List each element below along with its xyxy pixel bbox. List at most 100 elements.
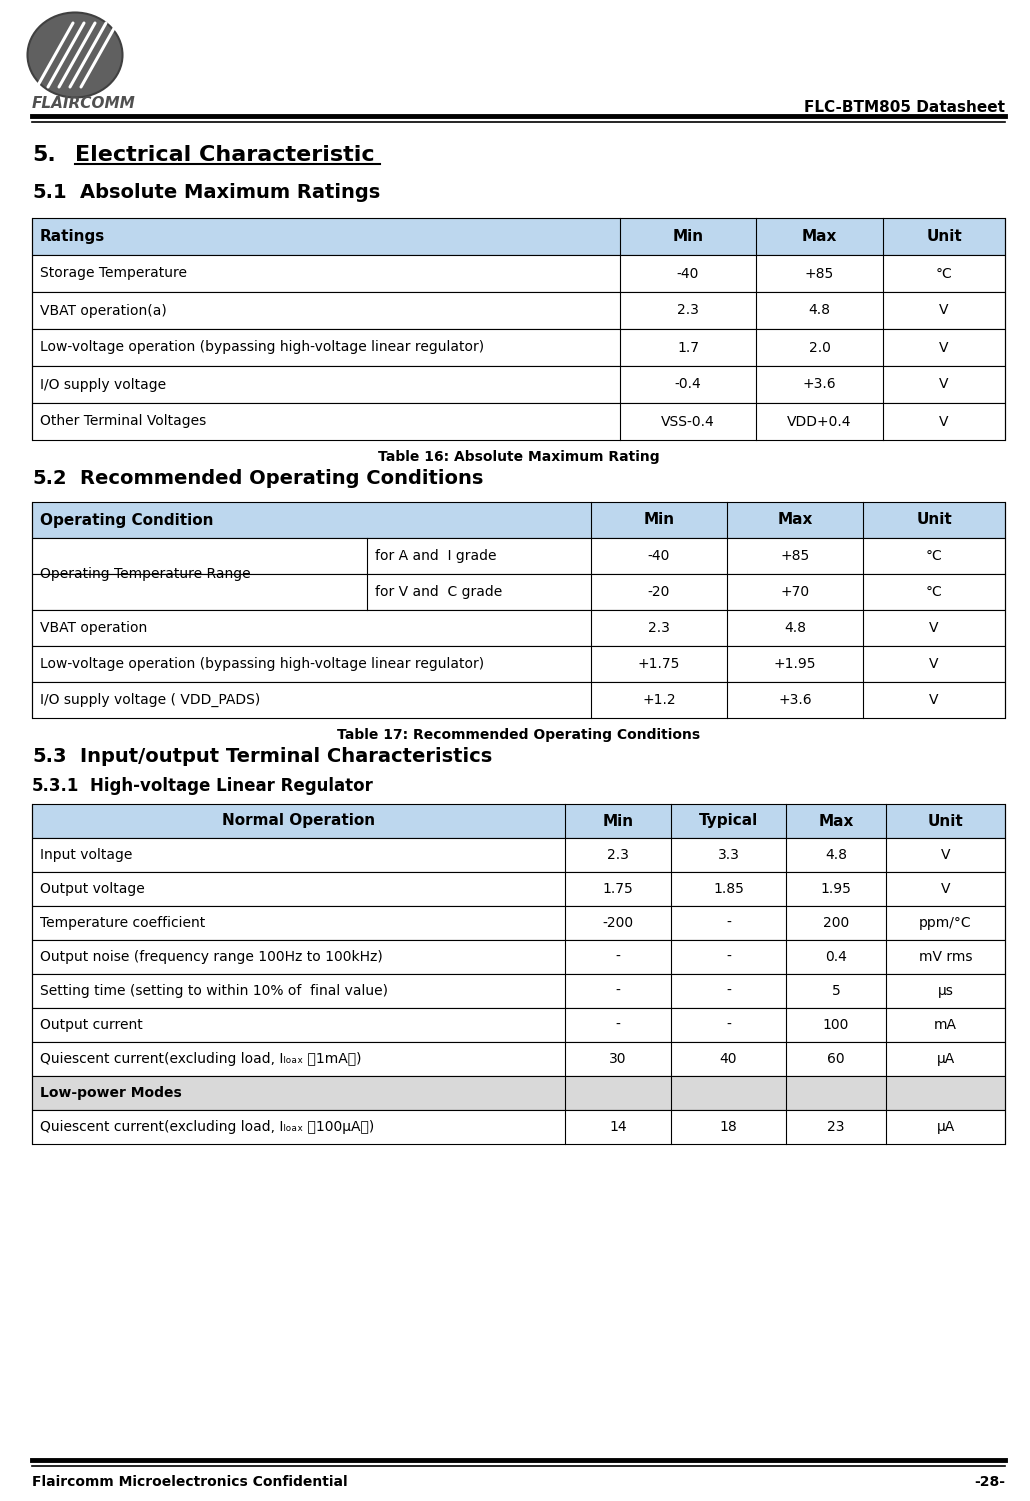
Text: Min: Min <box>673 230 703 245</box>
Text: Output voltage: Output voltage <box>40 883 145 896</box>
Bar <box>32 573 1005 609</box>
Bar <box>32 293 1005 329</box>
Bar <box>32 1042 1005 1076</box>
Bar <box>32 329 1005 366</box>
Bar <box>32 872 1005 907</box>
Text: Output noise (frequency range 100Hz to 100kHz): Output noise (frequency range 100Hz to 1… <box>40 950 383 964</box>
Text: V: V <box>939 377 949 392</box>
Text: -: - <box>616 985 620 998</box>
Text: V: V <box>939 341 949 354</box>
Bar <box>32 218 1005 255</box>
Text: -200: -200 <box>603 916 633 931</box>
Text: 100: 100 <box>823 1018 849 1033</box>
Text: Storage Temperature: Storage Temperature <box>40 267 187 281</box>
Text: 4.8: 4.8 <box>825 848 847 862</box>
Text: Electrical Characteristic: Electrical Characteristic <box>75 146 375 165</box>
Bar <box>32 805 1005 838</box>
Text: Table 16: Absolute Maximum Rating: Table 16: Absolute Maximum Rating <box>378 450 659 464</box>
Text: +85: +85 <box>804 267 834 281</box>
Text: Temperature coefficient: Temperature coefficient <box>40 916 205 931</box>
Text: 1.7: 1.7 <box>677 341 699 354</box>
Text: °C: °C <box>935 267 953 281</box>
Text: Operating Temperature Range: Operating Temperature Range <box>40 567 250 581</box>
Text: Max: Max <box>778 512 813 527</box>
Text: 4.8: 4.8 <box>809 303 830 318</box>
Text: Unit: Unit <box>916 512 952 527</box>
Text: 2.3: 2.3 <box>648 621 670 635</box>
Ellipse shape <box>28 12 123 98</box>
Text: I/O supply voltage ( VDD_PADS): I/O supply voltage ( VDD_PADS) <box>40 693 261 707</box>
Text: °C: °C <box>926 549 942 563</box>
Text: +1.95: +1.95 <box>774 657 816 671</box>
Text: 1.85: 1.85 <box>713 883 744 896</box>
Text: Typical: Typical <box>699 814 758 829</box>
Text: Quiescent current(excluding load, Iₗₒₐₓ ＜100μA　): Quiescent current(excluding load, Iₗₒₐₓ … <box>40 1120 374 1133</box>
Text: V: V <box>940 848 951 862</box>
Text: Low-voltage operation (bypassing high-voltage linear regulator): Low-voltage operation (bypassing high-vo… <box>40 657 484 671</box>
Text: 3.3: 3.3 <box>718 848 740 862</box>
Text: FLC-BTM805 Datasheet: FLC-BTM805 Datasheet <box>804 101 1005 116</box>
Text: Low-voltage operation (bypassing high-voltage linear regulator): Low-voltage operation (bypassing high-vo… <box>40 341 484 354</box>
Text: μA: μA <box>936 1120 955 1133</box>
Bar <box>32 366 1005 402</box>
Text: Unit: Unit <box>928 814 963 829</box>
Text: Min: Min <box>603 814 633 829</box>
Text: -: - <box>726 950 731 964</box>
Text: Input/output Terminal Characteristics: Input/output Terminal Characteristics <box>80 746 492 766</box>
Bar <box>32 1111 1005 1144</box>
Text: VBAT operation: VBAT operation <box>40 621 147 635</box>
Text: μA: μA <box>936 1052 955 1066</box>
Text: +1.75: +1.75 <box>638 657 680 671</box>
Text: 1.95: 1.95 <box>821 883 852 896</box>
Bar <box>32 537 1005 573</box>
Bar <box>32 838 1005 872</box>
Text: 5.3.1: 5.3.1 <box>32 778 79 796</box>
Text: V: V <box>939 414 949 428</box>
Text: for V and  C grade: for V and C grade <box>375 585 503 599</box>
Text: -20: -20 <box>648 585 671 599</box>
Text: Unit: Unit <box>926 230 962 245</box>
Text: 4.8: 4.8 <box>784 621 806 635</box>
Text: +1.2: +1.2 <box>642 693 676 707</box>
Text: 2.3: 2.3 <box>677 303 699 318</box>
Text: 40: 40 <box>720 1052 737 1066</box>
Bar <box>32 940 1005 974</box>
Text: 18: 18 <box>720 1120 737 1133</box>
Text: -: - <box>616 950 620 964</box>
Text: V: V <box>929 621 938 635</box>
Text: 60: 60 <box>827 1052 845 1066</box>
Text: 5.1: 5.1 <box>32 183 67 203</box>
Text: V: V <box>939 303 949 318</box>
Text: Flaircomm Microelectronics Confidential: Flaircomm Microelectronics Confidential <box>32 1475 347 1489</box>
Text: +3.6: +3.6 <box>779 693 812 707</box>
Text: Max: Max <box>818 814 854 829</box>
Bar <box>32 681 1005 717</box>
Text: 5: 5 <box>831 985 840 998</box>
Text: -28-: -28- <box>974 1475 1005 1489</box>
Text: 5.2: 5.2 <box>32 468 67 488</box>
Text: Max: Max <box>801 230 837 245</box>
Text: 5.: 5. <box>32 146 56 165</box>
Text: -0.4: -0.4 <box>675 377 701 392</box>
Text: 2.3: 2.3 <box>607 848 629 862</box>
Text: V: V <box>929 693 938 707</box>
Text: I/O supply voltage: I/O supply voltage <box>40 377 166 392</box>
Bar <box>32 1076 1005 1111</box>
Text: Normal Operation: Normal Operation <box>221 814 375 829</box>
Text: 5.3: 5.3 <box>32 746 67 766</box>
Text: Output current: Output current <box>40 1018 143 1033</box>
Bar <box>32 609 1005 645</box>
Text: +85: +85 <box>781 549 810 563</box>
Bar <box>32 255 1005 293</box>
Text: 0.4: 0.4 <box>825 950 847 964</box>
Text: Recommended Operating Conditions: Recommended Operating Conditions <box>80 468 483 488</box>
Text: 2.0: 2.0 <box>809 341 830 354</box>
Text: Table 17: Recommended Operating Conditions: Table 17: Recommended Operating Conditio… <box>337 728 700 741</box>
Text: Quiescent current(excluding load, Iₗₒₐₓ ＜1mA　): Quiescent current(excluding load, Iₗₒₐₓ … <box>40 1052 362 1066</box>
Bar <box>32 974 1005 1009</box>
Text: 1.75: 1.75 <box>603 883 633 896</box>
Text: V: V <box>929 657 938 671</box>
Bar <box>32 907 1005 940</box>
Bar <box>32 1009 1005 1042</box>
Text: -: - <box>726 1018 731 1033</box>
